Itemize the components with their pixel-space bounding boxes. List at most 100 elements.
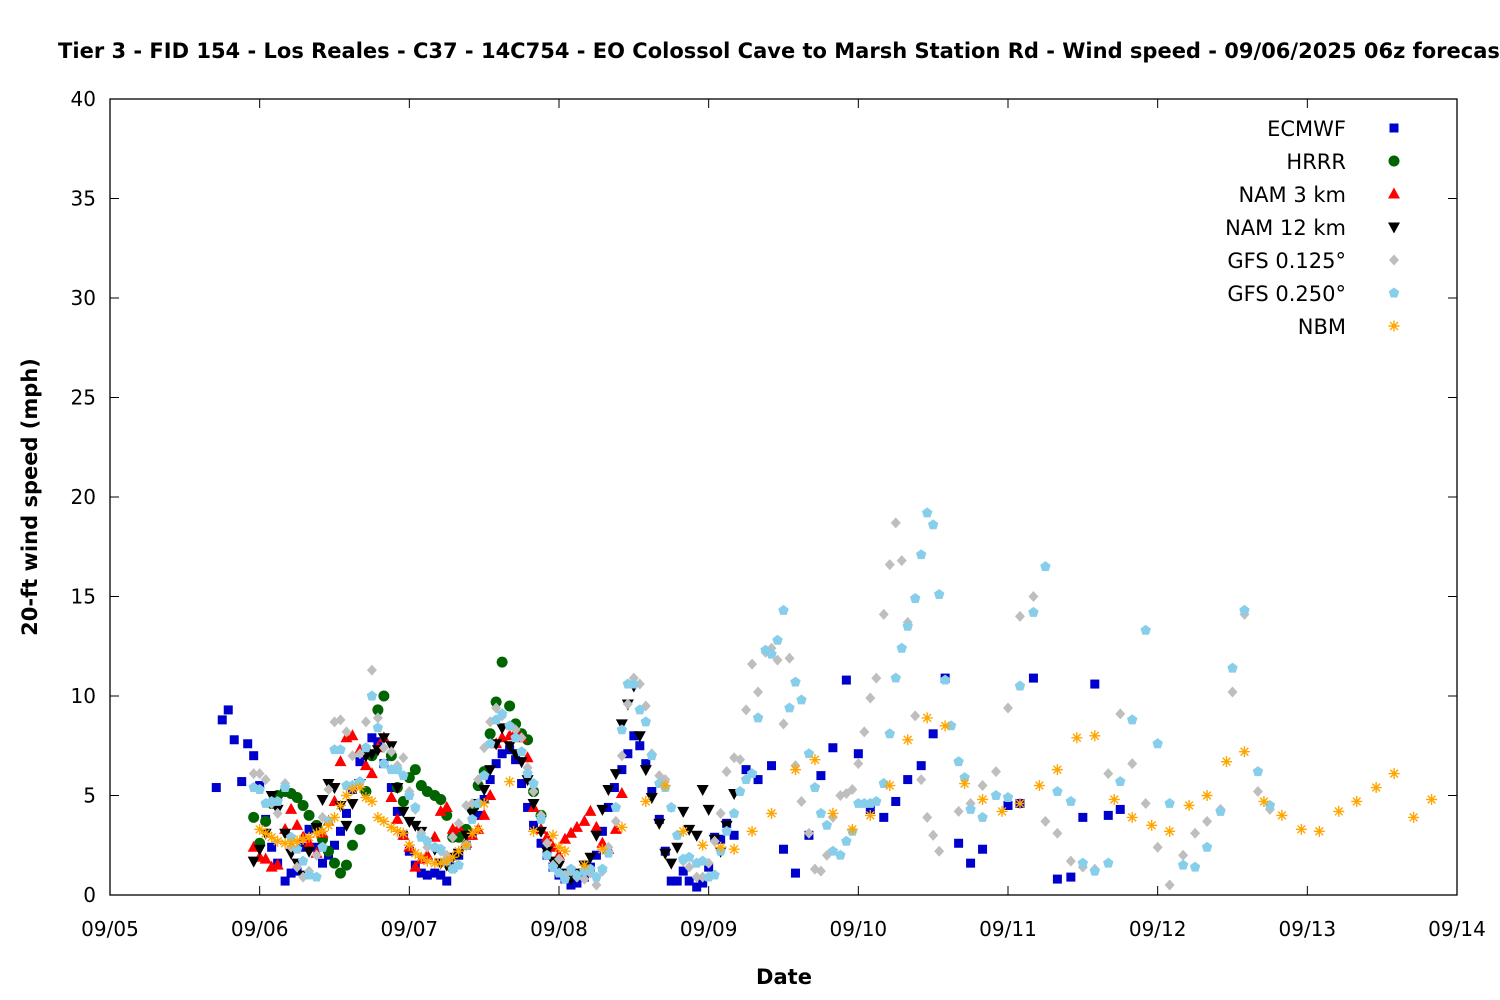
data-point bbox=[790, 676, 801, 687]
data-point bbox=[629, 731, 639, 741]
data-point bbox=[386, 746, 397, 758]
data-point bbox=[846, 823, 858, 835]
data-point bbox=[639, 765, 652, 777]
data-point bbox=[441, 855, 453, 867]
data-point bbox=[690, 830, 703, 842]
data-point bbox=[721, 766, 732, 778]
data-point bbox=[1014, 797, 1026, 809]
data-point bbox=[746, 768, 758, 779]
data-point bbox=[372, 722, 384, 733]
data-point bbox=[497, 749, 507, 759]
data-point bbox=[578, 814, 591, 826]
data-point bbox=[597, 863, 608, 874]
legend-label: GFS 0.125° bbox=[1227, 249, 1346, 273]
data-point bbox=[1003, 702, 1013, 714]
data-point bbox=[398, 752, 409, 764]
data-point bbox=[553, 841, 565, 853]
data-point bbox=[397, 827, 409, 839]
data-point bbox=[484, 738, 496, 749]
data-point bbox=[496, 708, 508, 719]
data-point bbox=[803, 827, 814, 839]
data-point bbox=[254, 823, 266, 835]
data-point bbox=[211, 783, 221, 793]
data-point bbox=[229, 735, 239, 745]
data-point bbox=[303, 809, 315, 821]
data-point bbox=[248, 768, 259, 780]
data-point bbox=[254, 784, 265, 794]
data-point bbox=[841, 675, 851, 685]
data-point bbox=[372, 811, 384, 823]
y-tick-label: 20 bbox=[71, 485, 96, 509]
data-point bbox=[853, 749, 863, 759]
data-point bbox=[884, 559, 895, 571]
data-point bbox=[878, 608, 889, 620]
data-point bbox=[953, 805, 964, 817]
data-point bbox=[330, 840, 339, 850]
data-point bbox=[523, 802, 533, 812]
data-point bbox=[716, 834, 726, 844]
data-point bbox=[334, 755, 347, 767]
data-point bbox=[784, 702, 795, 713]
data-point bbox=[311, 827, 323, 839]
data-point bbox=[939, 720, 951, 732]
data-point bbox=[1066, 872, 1076, 882]
data-point bbox=[535, 813, 547, 824]
legend-marker bbox=[1388, 187, 1400, 199]
data-point bbox=[1426, 793, 1438, 805]
data-point bbox=[1052, 874, 1062, 884]
data-point bbox=[440, 800, 453, 812]
x-tick-label: 09/06 bbox=[231, 917, 289, 941]
data-point bbox=[816, 771, 826, 781]
data-point bbox=[354, 782, 366, 794]
data-point bbox=[1201, 841, 1213, 852]
x-tick-label: 09/11 bbox=[979, 917, 1037, 941]
y-tick-label: 35 bbox=[71, 187, 96, 211]
data-point bbox=[297, 799, 309, 811]
data-point bbox=[646, 750, 658, 761]
data-point bbox=[484, 765, 497, 777]
data-point bbox=[217, 715, 227, 725]
data-point bbox=[435, 843, 446, 854]
y-tick-label: 30 bbox=[71, 286, 96, 310]
data-point bbox=[253, 844, 266, 856]
axis-ticks: 0 5 10 15 20 25 30 35 40 09/05 09/06 09/07 09/08 09/0… bbox=[71, 87, 1486, 941]
data-point bbox=[796, 795, 807, 807]
data-point bbox=[779, 844, 788, 854]
data-point bbox=[1115, 708, 1126, 720]
data-point bbox=[821, 819, 833, 830]
x-tick-label: 09/08 bbox=[530, 917, 588, 941]
data-point bbox=[623, 749, 633, 759]
data-point bbox=[677, 806, 690, 818]
data-point bbox=[460, 839, 472, 851]
data-point bbox=[272, 807, 283, 819]
data-point bbox=[504, 700, 516, 712]
data-point bbox=[696, 785, 709, 797]
data-point bbox=[1140, 797, 1151, 809]
data-point bbox=[397, 806, 410, 818]
data-point bbox=[254, 768, 265, 780]
data-point bbox=[709, 869, 720, 880]
data-point bbox=[728, 843, 740, 855]
data-point bbox=[504, 776, 516, 788]
data-point bbox=[298, 842, 308, 852]
data-point bbox=[243, 739, 253, 749]
data-point bbox=[996, 805, 1008, 817]
data-point bbox=[1065, 855, 1076, 867]
data-point bbox=[1103, 857, 1114, 868]
data-point bbox=[354, 823, 366, 835]
data-point bbox=[683, 851, 695, 862]
data-point bbox=[1178, 849, 1189, 861]
data-point bbox=[1028, 673, 1038, 683]
data-point bbox=[1388, 768, 1400, 780]
data-point bbox=[596, 843, 608, 855]
data-point bbox=[978, 844, 988, 854]
data-point bbox=[453, 817, 464, 829]
data-point bbox=[1201, 790, 1213, 801]
data-point bbox=[590, 830, 603, 842]
data-point bbox=[272, 835, 284, 847]
y-tick-label: 10 bbox=[71, 684, 96, 708]
x-tick-label: 09/09 bbox=[680, 917, 738, 941]
data-point bbox=[684, 861, 695, 873]
data-point bbox=[827, 845, 839, 856]
